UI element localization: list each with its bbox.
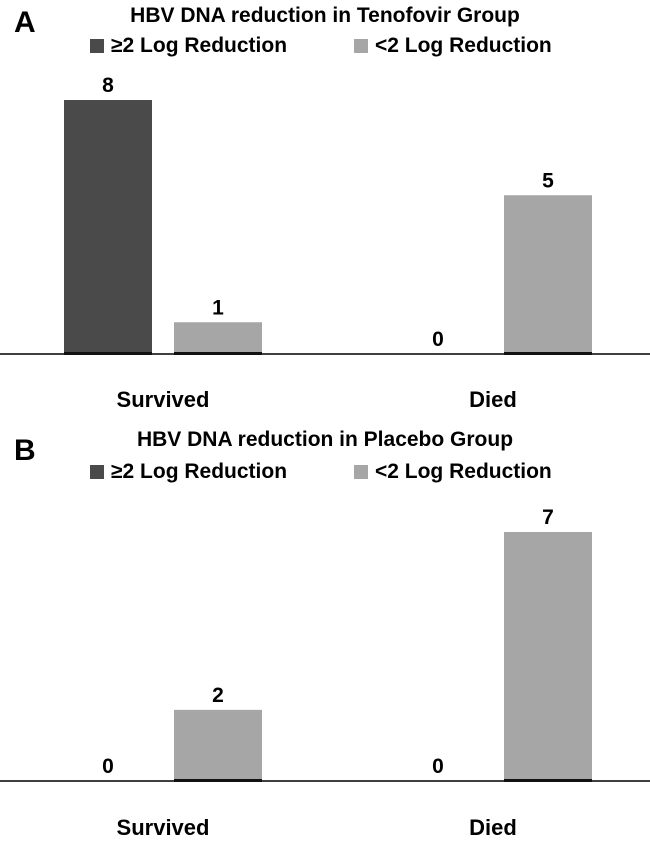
category-label: Survived bbox=[117, 815, 210, 840]
legend-item-lt2: <2 Log Reduction bbox=[354, 34, 552, 58]
legend-swatch-light bbox=[354, 465, 368, 479]
category-label: Survived bbox=[117, 387, 210, 412]
data-label: 1 bbox=[212, 296, 224, 319]
bar-base-line bbox=[174, 352, 262, 355]
bar bbox=[174, 322, 262, 354]
bar-base-line bbox=[174, 779, 262, 782]
category-label: Died bbox=[469, 815, 517, 840]
chart-title: HBV DNA reduction in Placebo Group bbox=[136, 428, 514, 451]
legend-item-ge2: ≥2 Log Reduction bbox=[90, 460, 287, 484]
data-label: 0 bbox=[432, 328, 444, 351]
bar bbox=[504, 195, 592, 354]
data-label: 0 bbox=[102, 755, 114, 778]
legend-label: <2 Log Reduction bbox=[375, 34, 552, 57]
data-label: 7 bbox=[542, 506, 554, 529]
bar-base-line bbox=[504, 779, 592, 782]
legend-label: <2 Log Reduction bbox=[375, 460, 552, 483]
bar bbox=[64, 100, 152, 354]
panel-letter: B bbox=[14, 434, 36, 467]
bar-chart-a: 8 1 Survived 0 5 Died bbox=[0, 74, 650, 412]
bar bbox=[504, 532, 592, 781]
bar bbox=[174, 709, 262, 781]
panel-a: A HBV DNA reduction in Tenofovir Group ≥… bbox=[0, 0, 650, 418]
panel-b: B HBV DNA reduction in Placebo Group ≥2 … bbox=[0, 428, 650, 846]
legend-item-lt2: <2 Log Reduction bbox=[354, 460, 552, 484]
legend-swatch-dark bbox=[90, 39, 104, 53]
data-label: 5 bbox=[542, 169, 554, 192]
bar-base-line bbox=[504, 352, 592, 355]
legend-label: ≥2 Log Reduction bbox=[111, 34, 288, 57]
chart-title: HBV DNA reduction in Tenofovir Group bbox=[130, 4, 520, 27]
legend: ≥2 Log Reduction <2 Log Reduction bbox=[0, 460, 650, 488]
legend-swatch-dark bbox=[90, 465, 104, 479]
legend-label: ≥2 Log Reduction bbox=[111, 460, 288, 483]
panel-letter: A bbox=[14, 6, 36, 39]
bar-base-line bbox=[64, 352, 152, 355]
category-label: Died bbox=[469, 387, 517, 412]
bar-chart-b: 0 2 Survived 0 7 Died bbox=[0, 506, 650, 840]
legend: ≥2 Log Reduction <2 Log Reduction bbox=[0, 34, 650, 62]
data-label: 2 bbox=[212, 684, 224, 707]
data-label: 8 bbox=[102, 74, 114, 97]
data-label: 0 bbox=[432, 755, 444, 778]
legend-item-ge2: ≥2 Log Reduction bbox=[90, 34, 287, 58]
legend-swatch-light bbox=[354, 39, 368, 53]
